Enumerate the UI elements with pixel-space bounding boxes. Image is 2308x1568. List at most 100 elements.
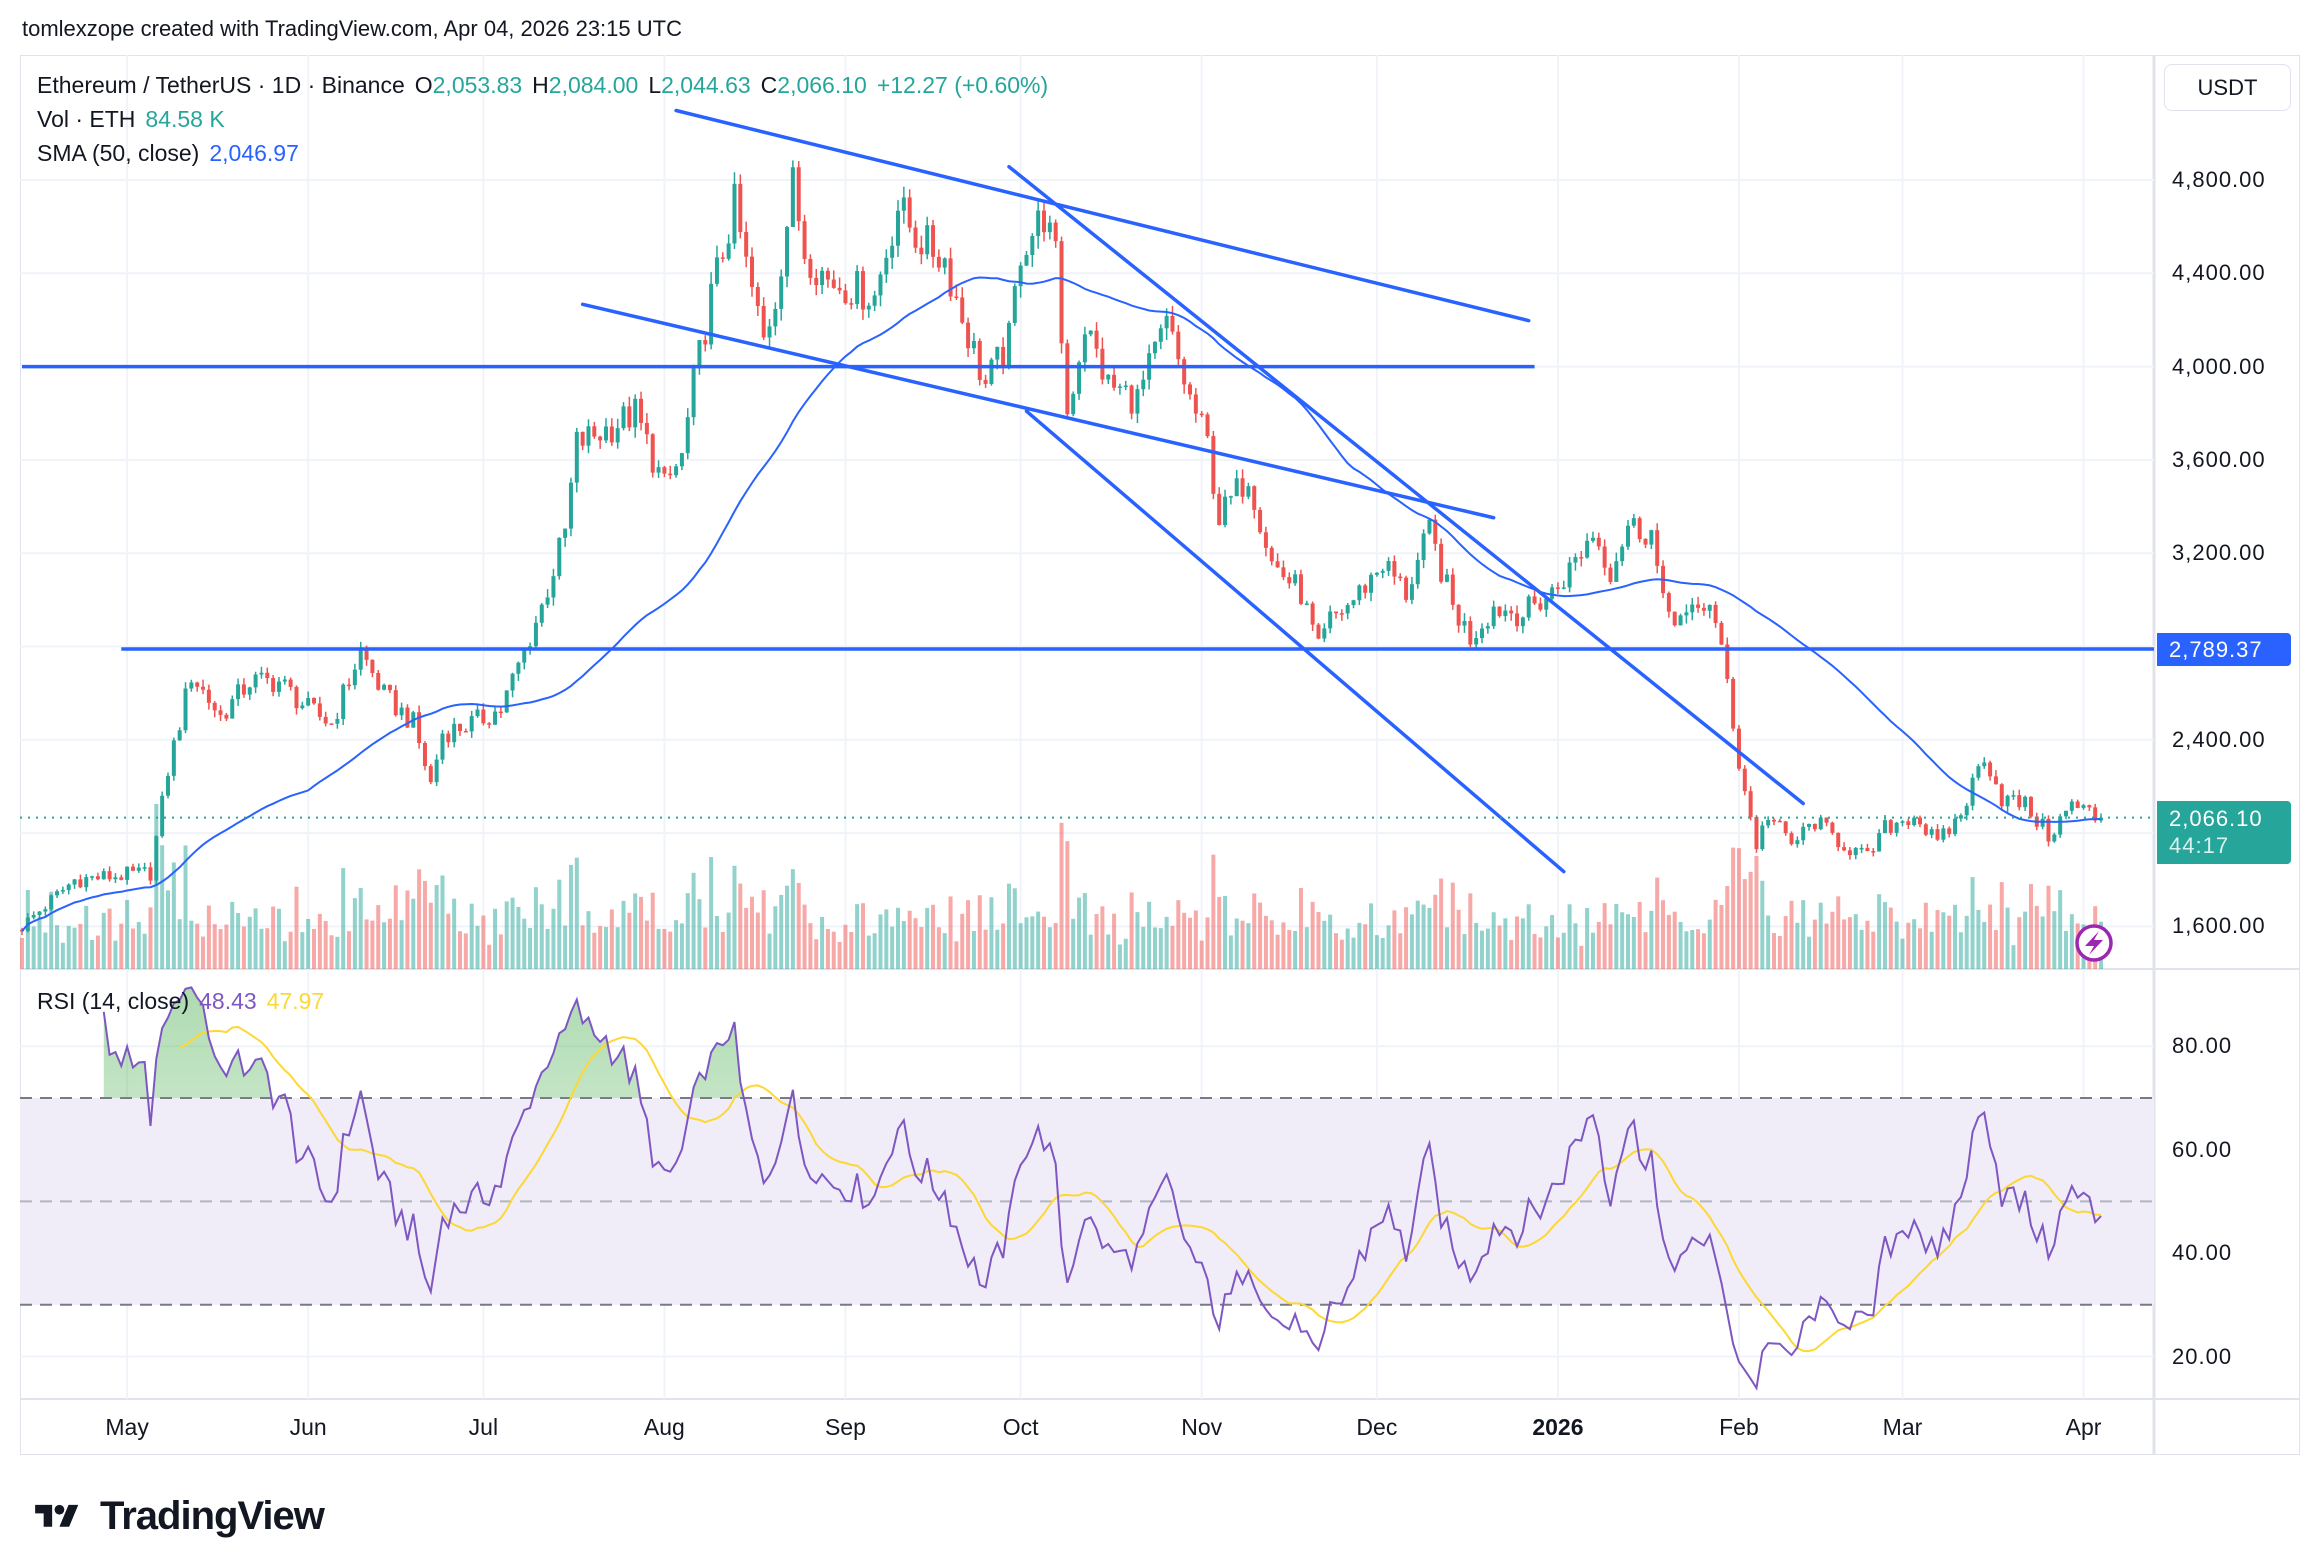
candle <box>1958 813 1963 822</box>
candle-body <box>1269 547 1274 562</box>
candle <box>2005 794 2010 812</box>
candle-body <box>2005 795 2010 807</box>
candle-body <box>446 733 451 743</box>
volume-bar <box>709 857 714 969</box>
candle <box>60 886 65 894</box>
candle-body <box>843 290 848 304</box>
volume-bar <box>493 908 498 969</box>
candle-body <box>1485 626 1490 629</box>
candle <box>1766 816 1771 829</box>
tradingview-logo[interactable]: TradingView <box>22 1494 325 1539</box>
volume-bar <box>125 900 130 969</box>
candle-body <box>323 716 328 724</box>
volume-bar <box>750 896 754 969</box>
volume-bar <box>1018 923 1023 969</box>
volume-bar <box>1585 907 1590 969</box>
volume-bar <box>989 897 994 969</box>
candle <box>1988 760 1993 781</box>
volume-bar <box>43 932 48 969</box>
candle <box>1100 337 1105 385</box>
candle <box>983 374 988 388</box>
volume-bar <box>1012 888 1017 969</box>
candle-body <box>1234 478 1239 497</box>
candle <box>960 287 965 325</box>
candle <box>1409 576 1414 605</box>
candle-body <box>1947 828 1952 835</box>
candle <box>1234 469 1239 497</box>
volume-bar <box>1772 933 1776 969</box>
volume-label[interactable]: Vol · ETH <box>37 106 136 132</box>
symbol-title[interactable]: Ethereum / TetherUS · 1D · Binance <box>37 72 405 98</box>
candle <box>1877 829 1882 852</box>
volume-bar <box>1480 930 1484 969</box>
volume-bar <box>276 908 281 969</box>
candle-body <box>417 712 422 743</box>
candle-body <box>1976 766 1981 778</box>
candle-body <box>405 707 410 728</box>
candle-body <box>773 308 778 327</box>
candle <box>1199 411 1204 418</box>
volume-bar <box>656 928 661 969</box>
candle <box>1912 815 1917 827</box>
candle-body <box>1596 537 1601 547</box>
candle <box>1088 330 1093 337</box>
candle <box>1631 513 1636 528</box>
candle <box>201 679 206 695</box>
candle <box>720 252 725 263</box>
volume-bar <box>1176 900 1181 969</box>
candle <box>218 705 223 721</box>
time-axis-label: Nov <box>1181 1414 1223 1440</box>
candle-body <box>142 867 147 869</box>
candle <box>1164 308 1169 340</box>
candle <box>469 710 474 738</box>
candle <box>697 339 702 375</box>
candle <box>1830 821 1835 835</box>
candle <box>1176 325 1181 366</box>
volume-bar <box>1129 892 1134 969</box>
candle <box>966 317 971 357</box>
volume-bar <box>469 903 474 969</box>
volume-bar <box>1071 918 1076 969</box>
candle-body <box>1158 328 1163 342</box>
candle <box>738 174 743 239</box>
lightning-icon <box>2075 924 2113 962</box>
candle-body <box>2011 795 2016 797</box>
volume-bar <box>1439 878 1444 969</box>
candle <box>1252 485 1257 519</box>
candle-body <box>703 340 708 345</box>
candle <box>1129 384 1134 420</box>
candle <box>189 679 194 692</box>
candle <box>1579 550 1584 567</box>
candle <box>1170 305 1175 335</box>
candle-body <box>1655 530 1660 566</box>
volume-bar <box>1444 927 1449 969</box>
volume-bar <box>1526 904 1531 969</box>
currency-button[interactable]: USDT <box>2164 64 2291 111</box>
volume-bar <box>814 939 819 969</box>
candle-body <box>288 679 293 687</box>
candle-body <box>528 646 533 649</box>
volume-bar <box>732 865 737 969</box>
candle-body <box>2081 805 2086 808</box>
candle-body <box>2069 801 2074 811</box>
volume-bar <box>896 907 900 969</box>
time-axis-label: Dec <box>1356 1414 1398 1440</box>
candle-body <box>644 422 649 435</box>
sma-legend: SMA (50, close) 2,046.97 <box>37 140 309 167</box>
rsi-label[interactable]: RSI (14, close) <box>37 988 190 1014</box>
candle-body <box>329 723 334 725</box>
candle <box>1281 560 1286 581</box>
volume-bar <box>1123 938 1128 969</box>
volume-bar <box>364 919 369 969</box>
candle-body <box>977 340 982 380</box>
candle-body <box>1748 791 1753 817</box>
candle <box>860 266 865 320</box>
volume-bar <box>1941 912 1946 969</box>
volume-bar <box>1929 931 1934 969</box>
volume-bar <box>1760 880 1765 969</box>
volume-bar <box>1334 933 1338 969</box>
sma-label[interactable]: SMA (50, close) <box>37 140 200 166</box>
candle-body <box>1223 496 1228 526</box>
volume-bar <box>230 901 235 969</box>
